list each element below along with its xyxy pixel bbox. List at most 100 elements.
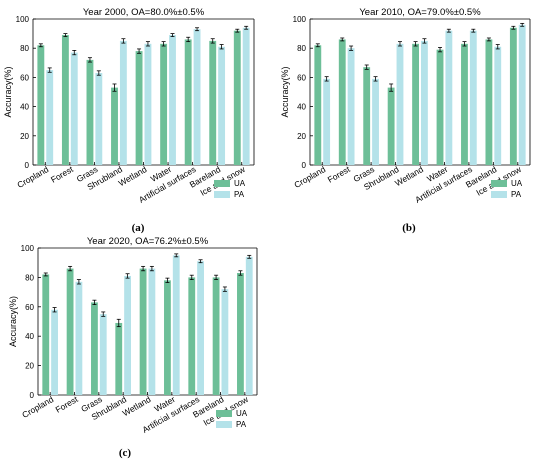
x-tick-label: Wetland [121, 394, 153, 418]
y-tick-label: 20 [25, 362, 34, 371]
bar-ua-2 [91, 302, 98, 395]
chart-title: Year 2010, OA=79.0%±0.5% [359, 7, 481, 18]
y-tick-label: 80 [297, 44, 306, 53]
bar-pa-6 [197, 261, 204, 395]
bar-ua-8 [509, 27, 517, 166]
x-tick-label: Forest [49, 164, 75, 185]
chart-title: Year 2000, OA=80.0%±0.5% [83, 7, 205, 18]
bar-ua-2 [86, 59, 94, 165]
bar-ua-1 [66, 268, 74, 395]
y-axis-label: Accuracy(%) [8, 296, 18, 347]
bar-pa-8 [242, 27, 250, 166]
y-axis-label: Accuracy(%) [280, 66, 290, 117]
bar-ua-7 [209, 40, 217, 165]
y-tick-label: 40 [25, 332, 34, 341]
bar-ua-3 [115, 322, 123, 395]
legend-label-ua: UA [511, 179, 523, 188]
bar-ua-2 [363, 67, 371, 165]
legend-swatch-pa [214, 191, 230, 198]
bar-pa-6 [469, 30, 477, 166]
legend-label-ua: UA [236, 409, 248, 418]
bar-ua-6 [461, 43, 468, 165]
bar-ua-4 [412, 43, 419, 165]
bar-ua-5 [164, 280, 171, 395]
y-tick-label: 0 [25, 161, 30, 170]
bar-pa-3 [396, 43, 404, 165]
bar-pa-1 [75, 281, 83, 395]
y-axis-label: Accuracy(%) [3, 66, 13, 117]
legend-label-pa: PA [511, 190, 522, 199]
y-tick-label: 60 [25, 303, 34, 312]
bar-ua-1 [61, 35, 69, 166]
bar-pa-0 [323, 78, 331, 165]
bar-pa-3 [119, 40, 127, 165]
y-tick-label: 40 [297, 103, 306, 112]
chart-panel-3: 0 20 40 60 80 100 Accuracy(%) Year 2020, OA=76.… [8, 236, 258, 459]
legend-label-pa: PA [236, 420, 247, 429]
bar-ua-7 [485, 39, 493, 165]
bar-ua-6 [188, 277, 196, 395]
y-tick-label: 20 [297, 132, 306, 141]
bar-pa-4 [148, 268, 156, 395]
bar-pa-7 [494, 46, 502, 165]
bar-pa-2 [372, 78, 379, 165]
y-tick-label: 100 [21, 244, 35, 253]
bar-pa-1 [70, 52, 78, 165]
y-tick-label: 80 [20, 44, 29, 53]
legend-label-pa: PA [234, 190, 245, 199]
x-tick-label: Cropland [15, 164, 50, 190]
bar-ua-1 [338, 39, 346, 165]
bar-ua-7 [212, 277, 220, 395]
bar-ua-8 [233, 30, 241, 166]
y-tick-label: 0 [302, 161, 307, 170]
x-tick-label: Wetland [393, 164, 425, 188]
bar-pa-3 [124, 275, 131, 395]
bar-ua-5 [436, 49, 444, 165]
bar-pa-1 [347, 48, 355, 166]
bar-ua-8 [237, 272, 244, 395]
panel-caption: (c) [119, 447, 132, 459]
bar-ua-5 [160, 43, 168, 165]
chart-title: Year 2020, OA=76.2%±0.5% [87, 236, 209, 247]
y-tick-label: 20 [20, 132, 29, 141]
bar-pa-5 [445, 30, 453, 166]
bar-pa-6 [193, 29, 201, 165]
chart-panel-1: 0 20 40 60 80 100 Accuracy(%) Year 2000, OA=80.… [3, 7, 255, 234]
panel-caption: (b) [402, 222, 416, 234]
panel-caption: (a) [132, 222, 145, 234]
x-tick-label: Forest [326, 164, 352, 185]
bar-pa-0 [51, 309, 58, 395]
bar-pa-5 [169, 35, 176, 166]
legend-swatch-pa [491, 191, 507, 198]
x-tick-label: Forest [54, 394, 80, 415]
chart-panel-2: 0 20 40 60 80 100 Accuracy(%) Year 2010, OA=79.… [280, 7, 531, 234]
legend-swatch-ua [491, 180, 507, 187]
y-tick-label: 0 [30, 391, 35, 400]
bar-pa-5 [172, 255, 180, 395]
bar-pa-0 [46, 70, 54, 165]
y-tick-label: 60 [297, 73, 306, 82]
bar-ua-4 [135, 51, 143, 166]
bar-pa-2 [95, 73, 103, 165]
x-tick-label: Cropland [20, 394, 55, 420]
bar-pa-7 [218, 46, 226, 165]
bar-ua-4 [139, 268, 147, 395]
y-tick-label: 80 [25, 273, 34, 282]
bar-pa-7 [221, 289, 229, 395]
y-tick-label: 40 [20, 103, 29, 112]
legend-swatch-ua [214, 180, 230, 187]
x-tick-label: Cropland [292, 164, 327, 190]
bar-ua-0 [42, 274, 50, 395]
legend-label-ua: UA [234, 179, 246, 188]
bar-ua-0 [37, 45, 45, 165]
bar-pa-4 [421, 40, 428, 165]
bar-pa-4 [144, 43, 152, 165]
x-tick-label: Wetland [117, 164, 149, 188]
y-tick-label: 100 [16, 15, 30, 24]
y-tick-label: 60 [20, 73, 29, 82]
bar-pa-2 [99, 314, 107, 395]
bar-ua-3 [387, 87, 395, 165]
bar-ua-6 [184, 39, 192, 165]
